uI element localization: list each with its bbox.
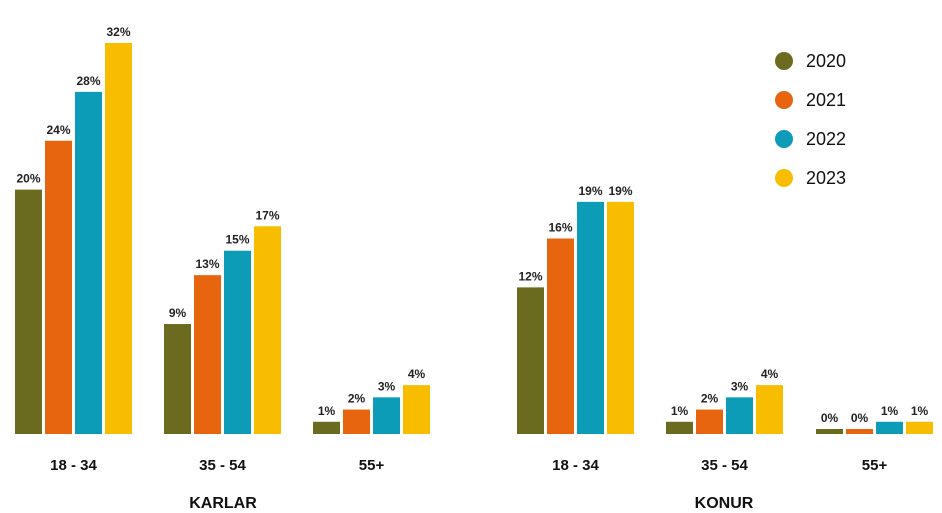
data-label: 19% [578, 184, 602, 198]
data-label: 4% [408, 367, 426, 381]
category-label: 55+ [359, 457, 385, 474]
data-label: 13% [195, 257, 219, 271]
bar-karlar-3-2021 [343, 409, 370, 434]
bar-konur-1-2020 [517, 287, 544, 434]
data-label: 17% [255, 208, 279, 222]
data-label: 15% [225, 233, 249, 247]
data-label: 28% [76, 74, 100, 88]
legend-label: 2020 [806, 51, 846, 71]
data-label: 4% [761, 367, 779, 381]
bar-karlar-2-2022 [224, 250, 251, 434]
bar-karlar-3-2020 [313, 421, 340, 434]
data-label: 1% [881, 404, 899, 418]
data-label: 32% [106, 25, 130, 39]
bar-konur-1-2021 [547, 238, 574, 434]
data-label: 24% [46, 123, 70, 137]
data-label: 0% [821, 411, 839, 425]
category-label: 35 - 54 [701, 457, 748, 474]
bar-karlar-1-2020 [15, 189, 42, 434]
data-label: 19% [608, 184, 632, 198]
bar-konur-3-2021 [846, 429, 873, 434]
group-label: KONUR [695, 495, 754, 512]
data-label: 2% [701, 392, 719, 406]
legend-swatch-2022 [775, 130, 793, 148]
data-label: 1% [911, 404, 929, 418]
legend-swatch-2023 [775, 169, 793, 187]
bar-karlar-2-2021 [194, 275, 221, 434]
data-label: 0% [851, 411, 869, 425]
data-label: 20% [16, 172, 40, 186]
bar-konur-3-2022 [876, 421, 903, 434]
category-label: 55+ [862, 457, 888, 474]
data-label: 3% [731, 379, 749, 393]
legend-label: 2021 [806, 90, 846, 110]
category-label: 18 - 34 [50, 457, 97, 474]
bar-karlar-1-2021 [45, 140, 72, 434]
category-label: 18 - 34 [552, 457, 599, 474]
data-label: 2% [348, 392, 366, 406]
bar-karlar-3-2023 [403, 385, 430, 434]
bar-karlar-1-2023 [105, 43, 132, 434]
legend-swatch-2020 [775, 52, 793, 70]
bar-konur-1-2022 [577, 201, 604, 434]
bar-konur-2-2020 [666, 421, 693, 434]
category-label: 35 - 54 [199, 457, 246, 474]
legend-label: 2023 [806, 168, 846, 188]
bar-konur-3-2023 [906, 421, 933, 434]
bar-karlar-3-2022 [373, 397, 400, 434]
data-label: 16% [548, 221, 572, 235]
bar-konur-2-2022 [726, 397, 753, 434]
bar-karlar-2-2020 [164, 324, 191, 434]
bar-konur-3-2020 [816, 429, 843, 434]
bar-karlar-1-2022 [75, 91, 102, 434]
bar-konur-1-2023 [607, 201, 634, 434]
bar-konur-2-2021 [696, 409, 723, 434]
data-label: 1% [318, 404, 336, 418]
data-label: 3% [378, 379, 396, 393]
data-label: 9% [169, 306, 187, 320]
group-label: KARLAR [189, 495, 257, 512]
data-label: 12% [518, 269, 542, 283]
data-label: 1% [671, 404, 689, 418]
legend-swatch-2021 [775, 91, 793, 109]
legend-label: 2022 [806, 129, 846, 149]
bar-karlar-2-2023 [254, 226, 281, 434]
bar-konur-2-2023 [756, 385, 783, 434]
